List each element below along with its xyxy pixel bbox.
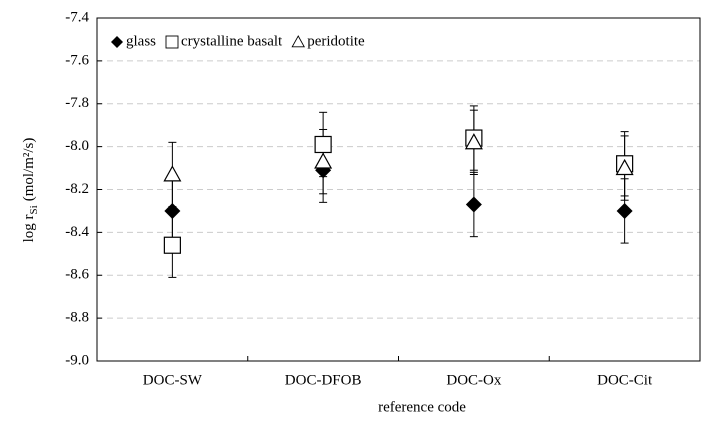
y-axis-title-unit: (mol/m²/s)	[21, 138, 37, 202]
x-tick-label: DOC-Cit	[597, 372, 653, 388]
y-tick-label: -7.4	[65, 9, 89, 25]
point	[615, 158, 634, 176]
point	[164, 202, 181, 219]
y-tick-label: -9.0	[65, 352, 89, 368]
point	[163, 236, 181, 254]
x-tick-label: DOC-DFOB	[285, 372, 362, 388]
legend-marker	[165, 35, 179, 49]
y-tick-label: -8.4	[65, 224, 89, 240]
y-tick-label: -7.6	[65, 52, 89, 68]
point	[464, 133, 483, 150]
y-tick-label: -7.8	[65, 95, 89, 111]
y-tick-label: -8.6	[65, 267, 89, 283]
y-tick-label: -8.0	[65, 138, 89, 154]
point	[616, 202, 633, 219]
x-tick-label: DOC-SW	[143, 372, 203, 388]
point	[314, 152, 333, 169]
y-tick-label: -8.2	[65, 181, 89, 197]
point	[314, 135, 332, 154]
legend-marker	[111, 36, 123, 48]
y-axis-title: log rSi (mol/m²/s)	[21, 138, 39, 243]
y-tick-label: -8.8	[65, 310, 89, 326]
legend-label: glass	[126, 33, 156, 49]
legend-label: crystalline basalt	[181, 33, 283, 49]
x-axis-title: reference code	[378, 399, 466, 415]
point	[465, 196, 482, 213]
legend-marker	[291, 35, 305, 48]
y-axis-title-main: log r	[21, 214, 37, 242]
y-axis-title-sub: Si	[28, 205, 40, 214]
legend-label: peridotite	[307, 33, 365, 49]
point	[163, 165, 182, 182]
x-tick-label: DOC-Ox	[446, 372, 501, 388]
